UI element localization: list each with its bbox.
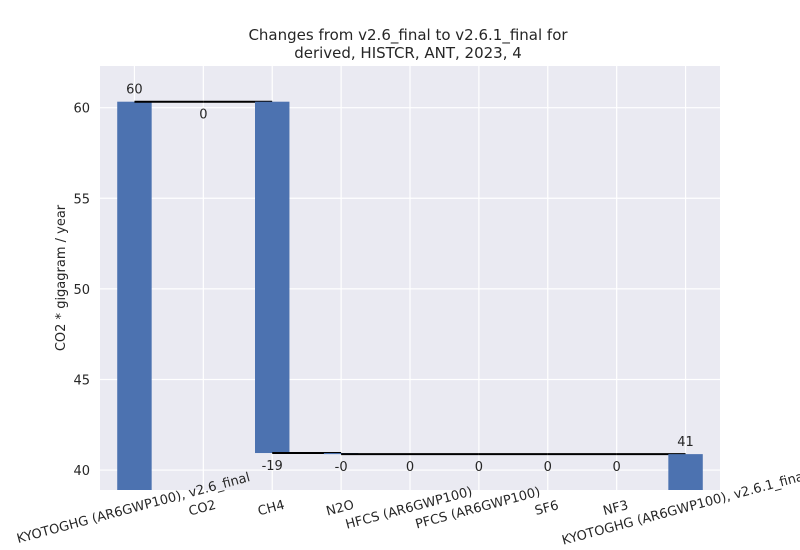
bar <box>117 101 152 490</box>
y-tick-label: 50 <box>73 283 90 298</box>
x-tick-label: NF3 <box>602 498 630 519</box>
x-tick-label: N2O <box>325 498 356 520</box>
value-label: 41 <box>677 435 694 450</box>
value-label: -19 <box>262 459 283 474</box>
chart-title: derived, HISTCR, ANT, 2023, 4 <box>294 44 522 62</box>
value-label: 0 <box>406 460 414 475</box>
bar <box>323 453 359 455</box>
chart-title: Changes from v2.6_final to v2.6.1_final … <box>248 26 568 45</box>
y-tick-label: 40 <box>73 464 90 479</box>
value-label: 0 <box>544 460 552 475</box>
bar <box>255 101 290 454</box>
x-tick-label: CH4 <box>256 498 286 520</box>
x-tick-label: SF6 <box>533 498 560 519</box>
y-tick-label: 45 <box>73 373 90 388</box>
y-tick-label: 55 <box>73 192 90 207</box>
value-label: -0 <box>335 460 348 475</box>
value-label: 0 <box>613 460 621 475</box>
value-label: 0 <box>199 108 207 123</box>
value-label: 60 <box>126 83 143 98</box>
value-label: 0 <box>475 460 483 475</box>
bar <box>668 454 703 490</box>
y-tick-label: 60 <box>73 102 90 117</box>
x-tick-label: CO2 <box>187 498 218 520</box>
y-axis-label: CO2 * gigagram / year <box>54 204 69 351</box>
